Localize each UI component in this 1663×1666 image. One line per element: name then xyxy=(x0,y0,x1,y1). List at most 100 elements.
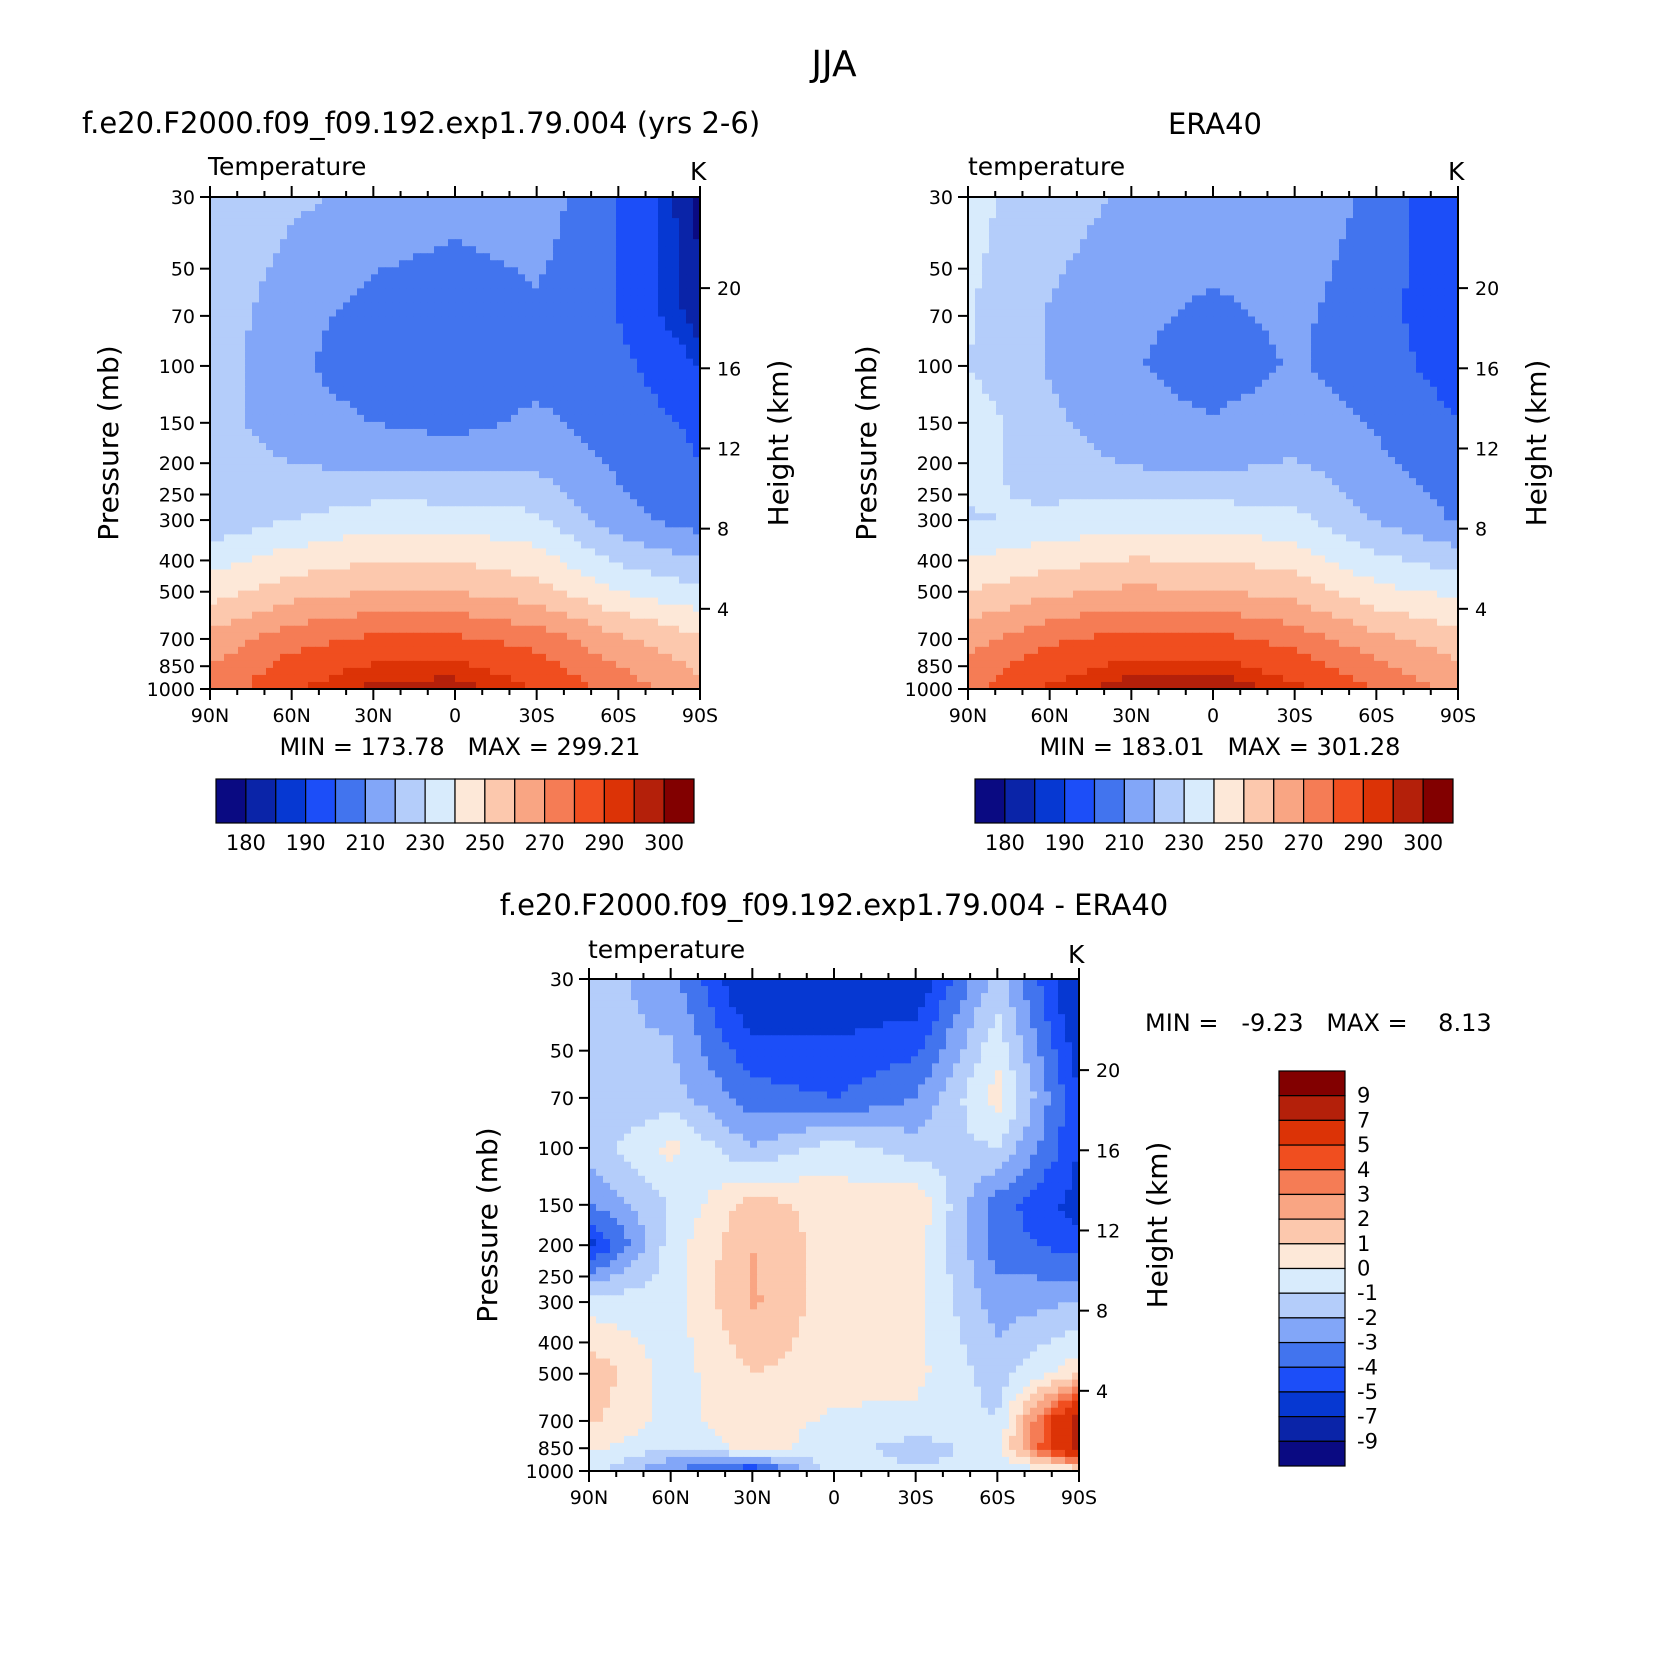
field-cell xyxy=(490,660,498,669)
field-cell xyxy=(518,351,526,360)
field-cell xyxy=(672,260,680,268)
field-cell xyxy=(574,365,582,374)
field-cell xyxy=(497,534,505,542)
field-cell xyxy=(525,562,533,571)
field-cell xyxy=(497,386,505,395)
field-cell xyxy=(651,225,659,233)
field-cell xyxy=(539,253,547,261)
field-cell xyxy=(553,632,561,641)
field-cell xyxy=(329,435,337,444)
field-cell xyxy=(693,450,701,458)
field-cell xyxy=(378,450,386,458)
field-cell xyxy=(651,513,659,521)
field-cell xyxy=(686,365,694,374)
field-cell xyxy=(441,569,449,578)
field-cell xyxy=(637,618,645,627)
field-cell xyxy=(427,450,435,458)
field-cell xyxy=(385,555,393,564)
field-cell xyxy=(581,211,589,219)
field-cell xyxy=(245,197,253,205)
field-cell xyxy=(665,625,673,634)
field-cell xyxy=(609,485,617,493)
field-cell xyxy=(602,407,610,416)
field-cell xyxy=(287,534,295,542)
field-cell xyxy=(672,358,680,367)
field-cell xyxy=(483,653,491,662)
field-cell xyxy=(588,653,596,662)
field-cell xyxy=(406,351,414,360)
field-cell xyxy=(455,597,463,606)
field-cell xyxy=(385,316,393,325)
field-cell xyxy=(434,681,442,690)
field-cell xyxy=(399,267,407,275)
field-cell xyxy=(672,548,680,557)
field-cell xyxy=(259,492,267,500)
field-cell xyxy=(609,527,617,535)
field-cell xyxy=(518,428,526,437)
field-cell xyxy=(315,506,323,514)
field-cell xyxy=(693,246,701,254)
field-cell xyxy=(378,351,386,360)
field-cell xyxy=(588,414,596,423)
field-cell xyxy=(420,534,428,542)
field-cell xyxy=(378,323,386,332)
field-cell xyxy=(294,372,302,381)
field-cell xyxy=(602,288,610,296)
field-cell xyxy=(490,471,498,479)
field-cell xyxy=(273,351,281,360)
field-cell xyxy=(476,421,484,430)
field-cell xyxy=(350,316,358,325)
field-cell xyxy=(455,351,463,360)
field-cell xyxy=(259,660,267,669)
field-cell xyxy=(315,653,323,662)
field-cell xyxy=(364,520,372,528)
field-cell xyxy=(322,267,330,275)
field-cell xyxy=(378,288,386,296)
field-cell xyxy=(413,288,421,296)
field-cell xyxy=(686,337,694,346)
field-cell xyxy=(245,618,253,627)
field-cell xyxy=(224,499,232,507)
field-cell xyxy=(546,562,554,571)
field-cell xyxy=(609,267,617,275)
field-cell xyxy=(294,611,302,620)
field-cell xyxy=(280,450,288,458)
field-cell xyxy=(469,660,477,669)
field-cell xyxy=(231,351,239,360)
field-cell xyxy=(301,386,309,395)
field-cell xyxy=(294,646,302,655)
field-cell xyxy=(672,478,680,486)
field-cell xyxy=(252,520,260,528)
field-cell xyxy=(266,211,274,219)
field-cell xyxy=(651,232,659,240)
field-cell xyxy=(665,667,673,676)
field-cell xyxy=(259,288,267,296)
field-cell xyxy=(462,330,470,339)
field-cell xyxy=(595,450,603,458)
field-cell xyxy=(511,379,519,388)
field-cell xyxy=(672,309,680,318)
field-cell xyxy=(483,414,491,423)
field-cell xyxy=(637,267,645,275)
field-cell xyxy=(392,562,400,571)
field-cell xyxy=(224,295,232,304)
field-cell xyxy=(224,639,232,648)
field-cell xyxy=(658,569,666,578)
field-cell xyxy=(462,562,470,571)
field-cell xyxy=(238,232,246,240)
field-cell xyxy=(266,513,274,521)
field-cell xyxy=(210,323,218,332)
field-cell xyxy=(595,414,603,423)
field-cell xyxy=(413,330,421,339)
field-cell xyxy=(539,260,547,268)
field-cell xyxy=(658,295,666,304)
field-cell xyxy=(539,597,547,606)
field-cell xyxy=(651,499,659,507)
field-cell xyxy=(427,667,435,676)
field-cell xyxy=(469,611,477,620)
field-cell xyxy=(266,548,274,557)
field-cell xyxy=(231,506,239,514)
field-cell xyxy=(567,407,575,416)
field-cell xyxy=(567,450,575,458)
field-cell xyxy=(301,211,309,219)
